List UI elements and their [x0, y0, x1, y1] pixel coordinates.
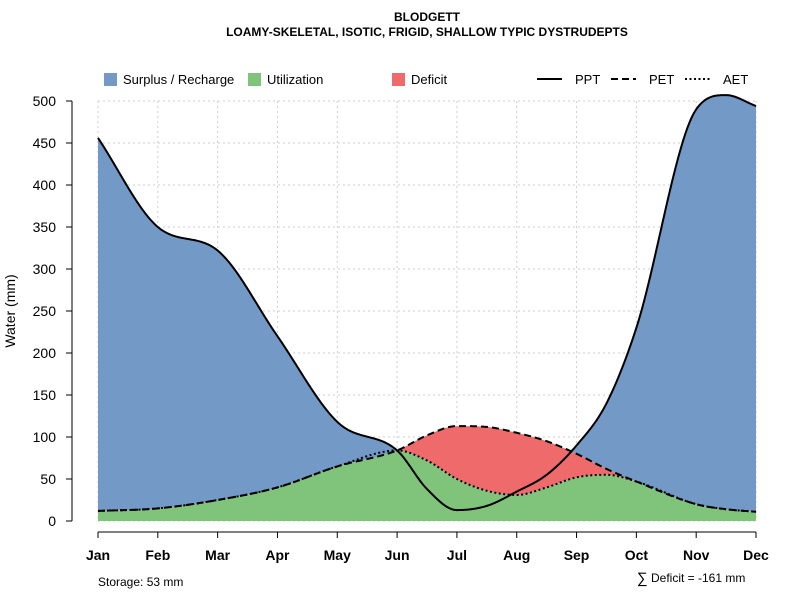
surplus-area — [552, 95, 756, 512]
legend: Surplus / Recharge Utilization Deficit PPT P… — [104, 72, 748, 87]
legend-label: PPT — [575, 72, 600, 87]
y-tick-label: 450 — [33, 135, 57, 151]
chart-title: BLODGETT — [394, 10, 461, 24]
y-tick-label: 300 — [33, 261, 57, 277]
y-tick-label: 400 — [33, 177, 57, 193]
x-tick-label: Jul — [447, 547, 467, 563]
y-axis-label: Water (mm) — [2, 274, 18, 347]
x-tick-label: Nov — [683, 547, 710, 563]
y-tick-label: 50 — [40, 471, 56, 487]
sum-icon: ∑ — [637, 570, 648, 587]
x-tick-label: Aug — [503, 547, 530, 563]
series-line-aet — [97, 449, 757, 513]
y-tick-label: 200 — [33, 345, 57, 361]
y-tick-label: 250 — [33, 303, 57, 319]
utilization-area — [98, 450, 756, 521]
y-tick-label: 0 — [48, 513, 56, 529]
legend-label: Surplus / Recharge — [123, 72, 234, 87]
x-tick-label: May — [324, 547, 351, 563]
legend-label: Deficit — [411, 72, 448, 87]
x-tick-label: Jun — [385, 547, 410, 563]
legend-label: Utilization — [267, 72, 323, 87]
storage-note: Storage: 53 mm — [98, 575, 183, 589]
series-lines — [97, 94, 757, 513]
legend-swatch — [248, 73, 261, 86]
chart-subtitle: LOAMY-SKELETAL, ISOTIC, FRIGID, SHALLOW … — [226, 25, 628, 39]
legend-label: PET — [649, 72, 674, 87]
legend-label: AET — [723, 72, 748, 87]
legend-swatch — [104, 73, 117, 86]
x-tick-label: Feb — [145, 547, 170, 563]
deficit-note: Deficit = -161 mm — [651, 571, 745, 585]
y-tick-label: 500 — [33, 93, 57, 109]
legend-swatch — [392, 73, 405, 86]
x-tick-label: Mar — [205, 547, 230, 563]
x-tick-label: Oct — [625, 547, 649, 563]
axes: 0 50 100 150 200 250 300 350 400 450 500 Jan Feb Mar A… — [33, 93, 769, 563]
series-line-ppt — [97, 94, 757, 512]
y-tick-label: 150 — [33, 387, 57, 403]
surplus-area — [98, 137, 398, 511]
x-tick-label: Apr — [265, 547, 290, 563]
y-tick-label: 350 — [33, 219, 57, 235]
y-tick-label: 100 — [33, 429, 57, 445]
series-line-pet — [97, 425, 757, 513]
x-tick-label: Dec — [743, 547, 769, 563]
area-layers — [98, 95, 756, 521]
x-tick-label: Jan — [86, 547, 110, 563]
x-tick-label: Sep — [564, 547, 590, 563]
deficit-area — [397, 426, 637, 495]
